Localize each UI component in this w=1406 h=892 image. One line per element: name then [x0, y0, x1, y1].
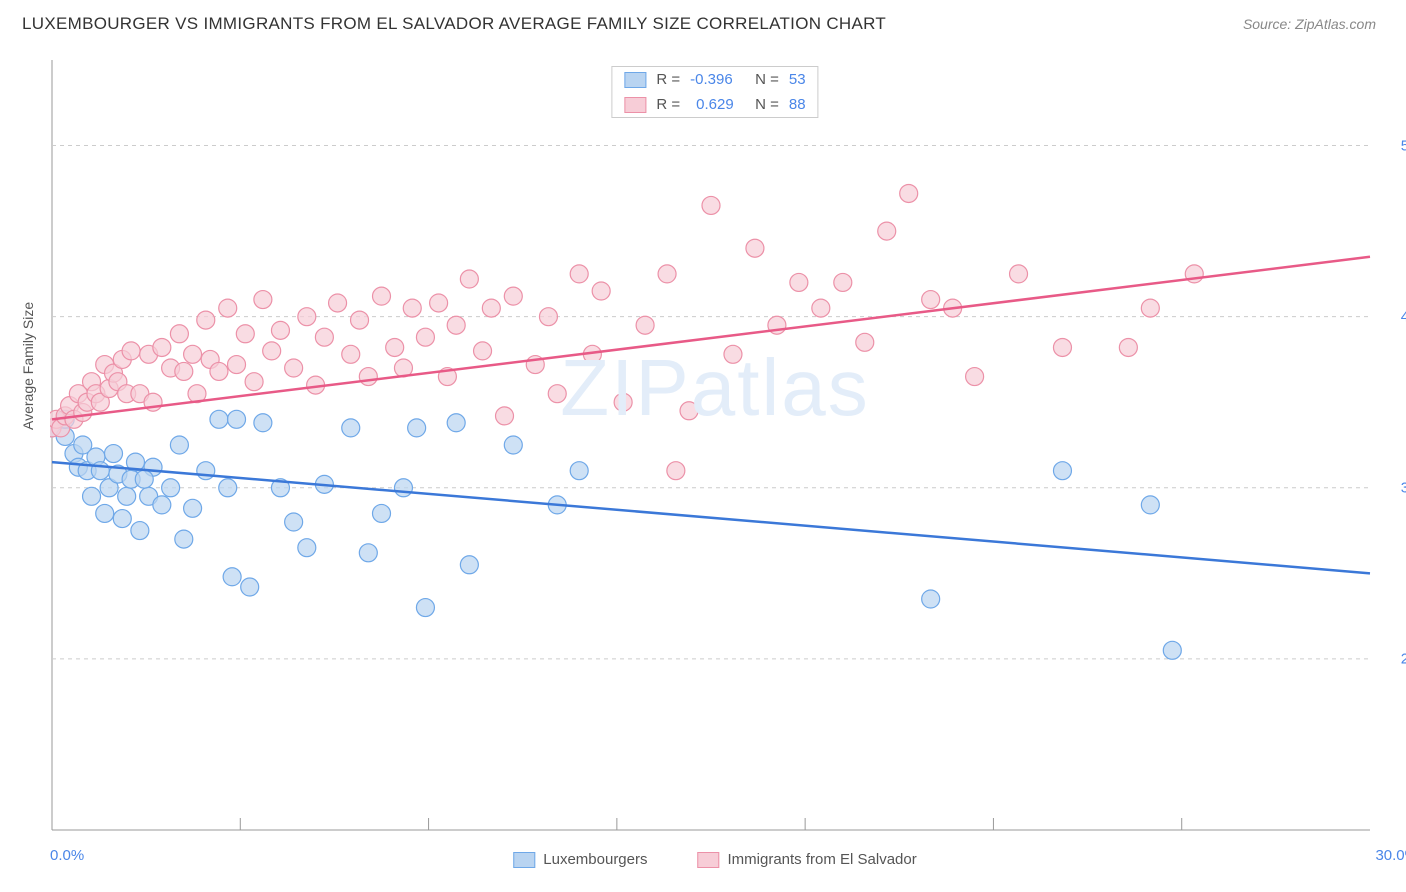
- x-tick-label: 0.0%: [50, 847, 84, 864]
- legend-n-value-2: 88: [789, 96, 806, 113]
- y-tick-label: 5.00: [1401, 137, 1406, 154]
- y-tick-label: 4.00: [1401, 308, 1406, 325]
- scatter-plot: [50, 60, 1380, 840]
- legend-r-value-2: 0.629: [690, 96, 745, 113]
- legend-stats-row-1: R = -0.396 N = 53: [612, 67, 817, 92]
- legend-swatch-pink: [624, 97, 646, 113]
- legend-n-label: N =: [755, 96, 779, 113]
- y-axis-label: Average Family Size: [20, 302, 36, 430]
- y-tick-label: 3.00: [1401, 479, 1406, 496]
- legend-stats-row-2: R = 0.629 N = 88: [612, 92, 817, 117]
- legend-n-value-1: 53: [789, 71, 806, 88]
- chart-source: Source: ZipAtlas.com: [1243, 16, 1376, 32]
- legend-swatch-blue: [513, 852, 535, 868]
- legend-r-label: R =: [656, 71, 680, 88]
- legend-bottom: Luxembourgers Immigrants from El Salvado…: [513, 851, 916, 868]
- legend-r-label: R =: [656, 96, 680, 113]
- legend-label-2: Immigrants from El Salvador: [728, 851, 917, 868]
- x-tick-label: 30.0%: [1375, 847, 1406, 864]
- legend-item-2: Immigrants from El Salvador: [698, 851, 917, 868]
- chart-header: LUXEMBOURGER VS IMMIGRANTS FROM EL SALVA…: [0, 0, 1406, 44]
- y-tick-label: 2.00: [1401, 650, 1406, 667]
- legend-n-label: N =: [755, 71, 779, 88]
- legend-item-1: Luxembourgers: [513, 851, 647, 868]
- chart-area: Average Family Size ZIPatlas R = -0.396 …: [50, 60, 1380, 840]
- legend-swatch-pink: [698, 852, 720, 868]
- legend-swatch-blue: [624, 72, 646, 88]
- legend-r-value-1: -0.396: [690, 71, 745, 88]
- legend-label-1: Luxembourgers: [543, 851, 647, 868]
- chart-title: LUXEMBOURGER VS IMMIGRANTS FROM EL SALVA…: [22, 14, 886, 34]
- legend-stats: R = -0.396 N = 53 R = 0.629 N = 88: [611, 66, 818, 118]
